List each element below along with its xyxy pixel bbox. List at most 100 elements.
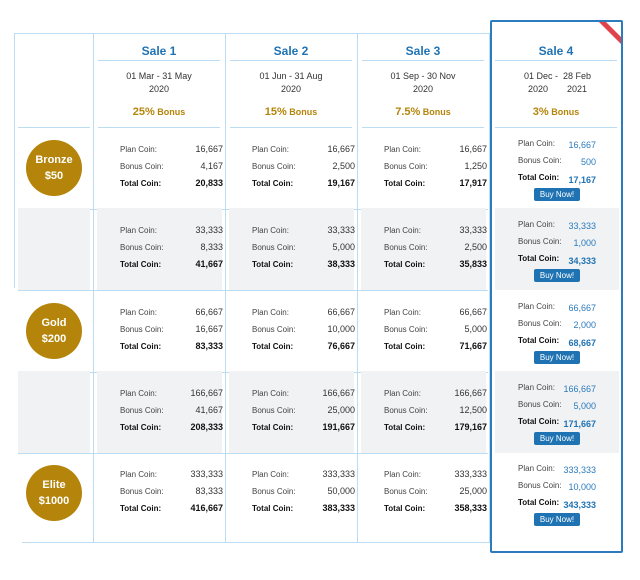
bonus-coin-label: Bonus Coin: [518,400,562,409]
plan-coin-label: Plan Coin: [252,308,289,317]
plan-coin-value: 166,667 [454,388,487,398]
sale-date-year: 2020 [148,84,170,94]
bonus-coin-value: 12,500 [459,405,487,415]
bonus-coin-value: 5,000 [464,324,487,334]
total-coin-value: 383,333 [322,503,355,513]
bonus-word: Bonus [420,107,451,117]
plan-coin-label: Plan Coin: [518,220,555,229]
bonus-coin-value: 8,333 [200,242,223,252]
sale-4-highlight-card [490,20,623,553]
bonus-coin-value: 2,000 [573,320,596,330]
plan-coin-value: 16,667 [327,144,355,154]
total-coin-label: Total Coin: [252,342,294,351]
sale-title: Sale 2 [273,44,309,58]
total-coin-value: 20,833 [195,178,223,188]
total-coin-value: 171,667 [563,419,596,429]
sale-bonus: 25% Bonus [93,106,225,118]
bonus-word: Bonus [154,107,186,117]
row-background [361,208,486,290]
total-coin-label: Total Coin: [252,423,294,432]
total-coin-label: Total Coin: [518,498,560,507]
row-background [229,208,354,290]
bonus-coin-label: Bonus Coin: [120,325,164,334]
divider [18,290,488,291]
plan-coin-label: Plan Coin: [252,470,289,479]
sale-date-start: 01 Dec [524,71,553,81]
sale-bonus: 7.5% Bonus [357,106,489,118]
divider [14,33,15,288]
buy-now-button[interactable]: Buy Now! [534,351,580,364]
total-coin-value: 343,333 [563,500,596,510]
row-background [18,208,90,290]
bonus-coin-value: 50,000 [327,486,355,496]
row-background [97,208,222,290]
divider [18,453,488,454]
divider [362,127,484,128]
tier-badge-gold: Gold $200 [26,303,82,359]
plan-coin-value: 33,333 [568,221,596,231]
plan-coin-value: 166,667 [563,384,596,394]
total-coin-value: 35,833 [459,259,487,269]
bonus-word: Bonus [548,107,580,117]
total-coin-value: 83,333 [195,341,223,351]
bonus-coin-label: Bonus Coin: [252,406,296,415]
bonus-percent: 15% [264,106,287,118]
plan-coin-value: 66,667 [459,307,487,317]
bonus-coin-value: 25,000 [327,405,355,415]
total-coin-value: 34,333 [568,256,596,266]
total-coin-value: 76,667 [327,341,355,351]
bonus-coin-label: Bonus Coin: [252,487,296,496]
bonus-coin-label: Bonus Coin: [120,487,164,496]
bonus-coin-value: 4,167 [200,161,223,171]
bonus-percent: 7.5% [395,106,421,118]
corner-ribbon-icon [599,22,621,44]
sale-year-start: 2020 [528,84,549,94]
plan-coin-value: 33,333 [327,225,355,235]
bonus-coin-label: Bonus Coin: [518,156,562,165]
bonus-coin-value: 5,000 [332,242,355,252]
plan-coin-label: Plan Coin: [384,389,421,398]
plan-coin-value: 16,667 [568,140,596,150]
total-coin-label: Total Coin: [252,179,294,188]
bonus-word: Bonus [286,107,318,117]
plan-coin-value: 66,667 [195,307,223,317]
plan-coin-label: Plan Coin: [252,145,289,154]
buy-now-button[interactable]: Buy Now! [534,188,580,201]
bonus-coin-label: Bonus Coin: [518,319,562,328]
bonus-coin-value: 500 [580,157,596,167]
bonus-coin-label: Bonus Coin: [518,237,562,246]
sale-year-end: 2021 [567,84,588,94]
plan-coin-label: Plan Coin: [120,308,157,317]
tier-price: $200 [41,333,67,345]
sale-date-separator: - [555,71,558,81]
sale-date-end: 28 Feb [563,71,592,81]
divider [362,60,484,61]
buy-now-button[interactable]: Buy Now! [534,269,580,282]
bonus-coin-value: 16,667 [195,324,223,334]
tier-price: $50 [44,170,64,182]
total-coin-label: Total Coin: [120,260,162,269]
bonus-coin-value: 5,000 [573,401,596,411]
sale-date-year: 2020 [280,84,302,94]
tier-name: Bronze [35,154,73,166]
plan-coin-value: 333,333 [454,469,487,479]
divider [22,542,490,543]
plan-coin-label: Plan Coin: [252,389,289,398]
buy-now-button[interactable]: Buy Now! [534,513,580,526]
plan-coin-label: Plan Coin: [518,139,555,148]
plan-coin-label: Plan Coin: [384,145,421,154]
total-coin-value: 191,667 [322,422,355,432]
plan-coin-label: Plan Coin: [120,226,157,235]
plan-coin-label: Plan Coin: [518,464,555,473]
divider [225,33,226,543]
plan-coin-label: Plan Coin: [384,226,421,235]
divider [98,60,220,61]
buy-now-button[interactable]: Buy Now! [534,432,580,445]
sale-date-year: 2020 [412,84,434,94]
total-coin-label: Total Coin: [120,504,162,513]
row-background [229,371,354,453]
total-coin-label: Total Coin: [518,173,560,182]
bonus-percent: 3% [532,106,549,118]
total-coin-label: Total Coin: [518,417,560,426]
divider [495,127,617,128]
